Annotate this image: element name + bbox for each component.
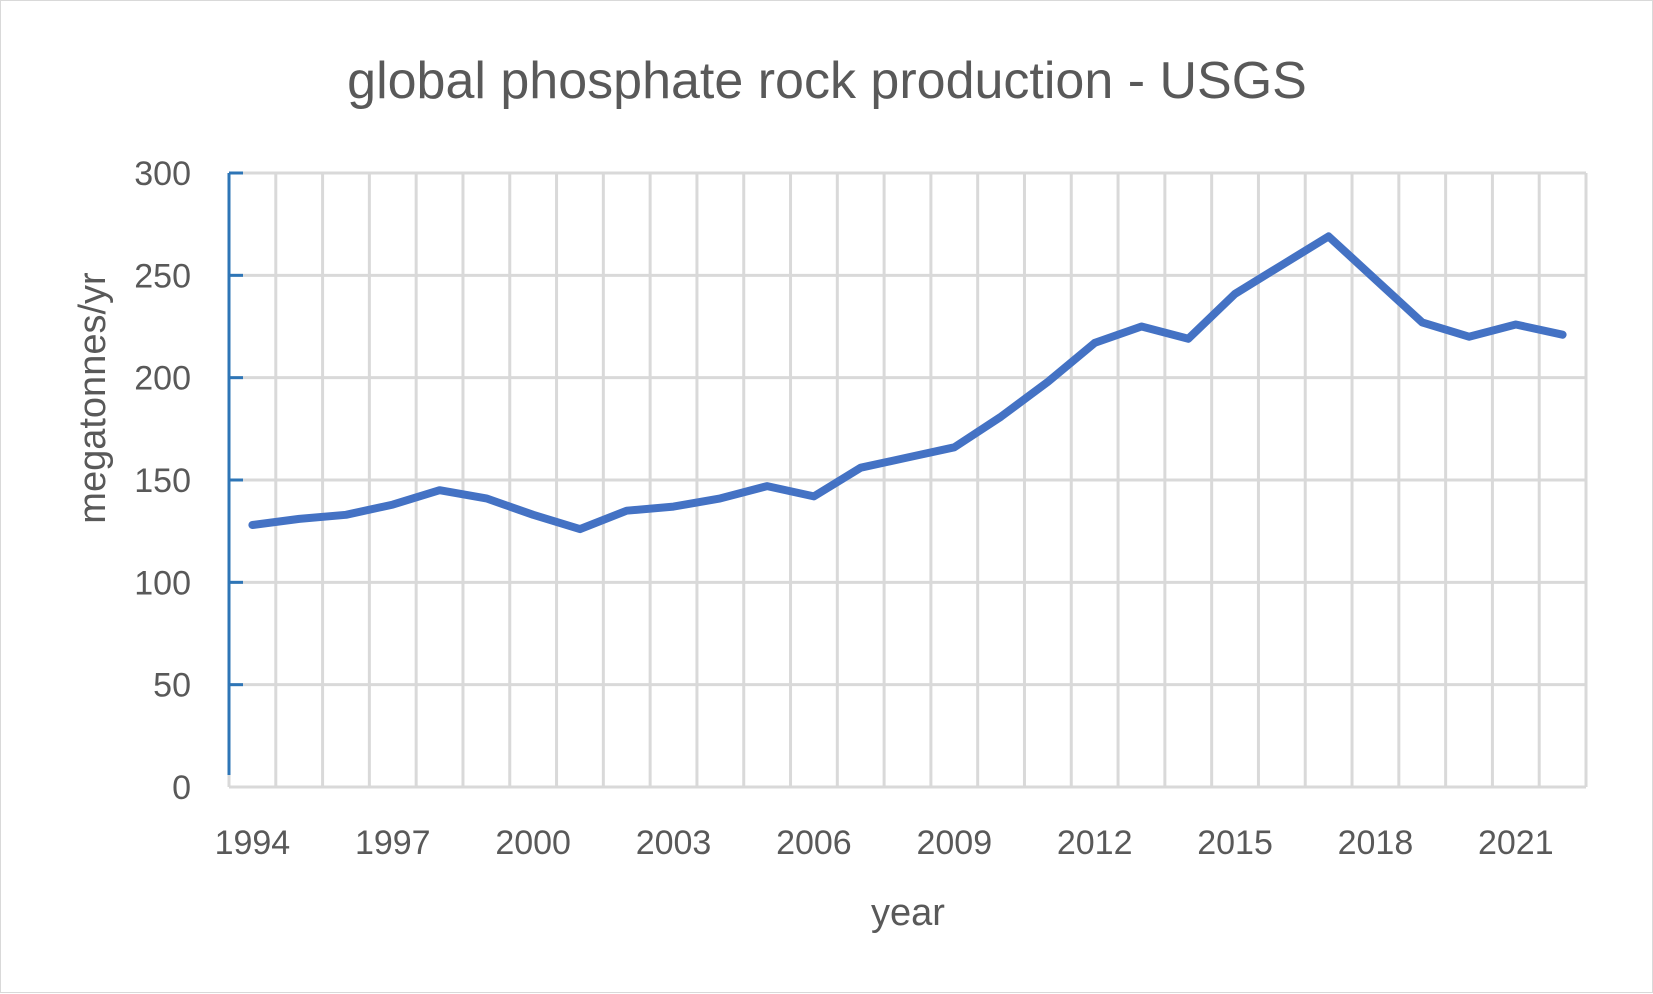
y-tick-label: 150: [134, 462, 191, 500]
x-tick-label: 2012: [1057, 824, 1133, 862]
x-tick-label: 2018: [1338, 824, 1414, 862]
x-axis-label: year: [871, 892, 945, 934]
axes: 0 50 100 150 200 250 300 1994 1997 2000 2003 2006 20…: [134, 155, 1553, 862]
x-tick-label: 1994: [215, 824, 291, 862]
gridlines: [229, 173, 1586, 787]
x-tick-label: 2021: [1478, 824, 1554, 862]
y-axis-label: megatonnes/yr: [72, 272, 114, 524]
x-tick-label: 2009: [916, 824, 992, 862]
x-tick-label: 2000: [495, 824, 571, 862]
y-tick-label: 200: [134, 360, 191, 398]
y-tick-label: 0: [172, 769, 191, 807]
y-tick-label: 50: [153, 667, 191, 705]
series-line: [252, 236, 1562, 529]
x-tick-label: 2006: [776, 824, 852, 862]
chart-title: global phosphate rock production - USGS: [347, 52, 1307, 110]
y-tick-label: 100: [134, 564, 191, 602]
x-tick-label: 2015: [1197, 824, 1273, 862]
y-tick-label: 250: [134, 257, 191, 295]
x-tick-label: 2003: [636, 824, 712, 862]
y-tick-label: 300: [134, 155, 191, 193]
series-layer: [252, 236, 1562, 529]
x-tick-label: 1997: [355, 824, 431, 862]
